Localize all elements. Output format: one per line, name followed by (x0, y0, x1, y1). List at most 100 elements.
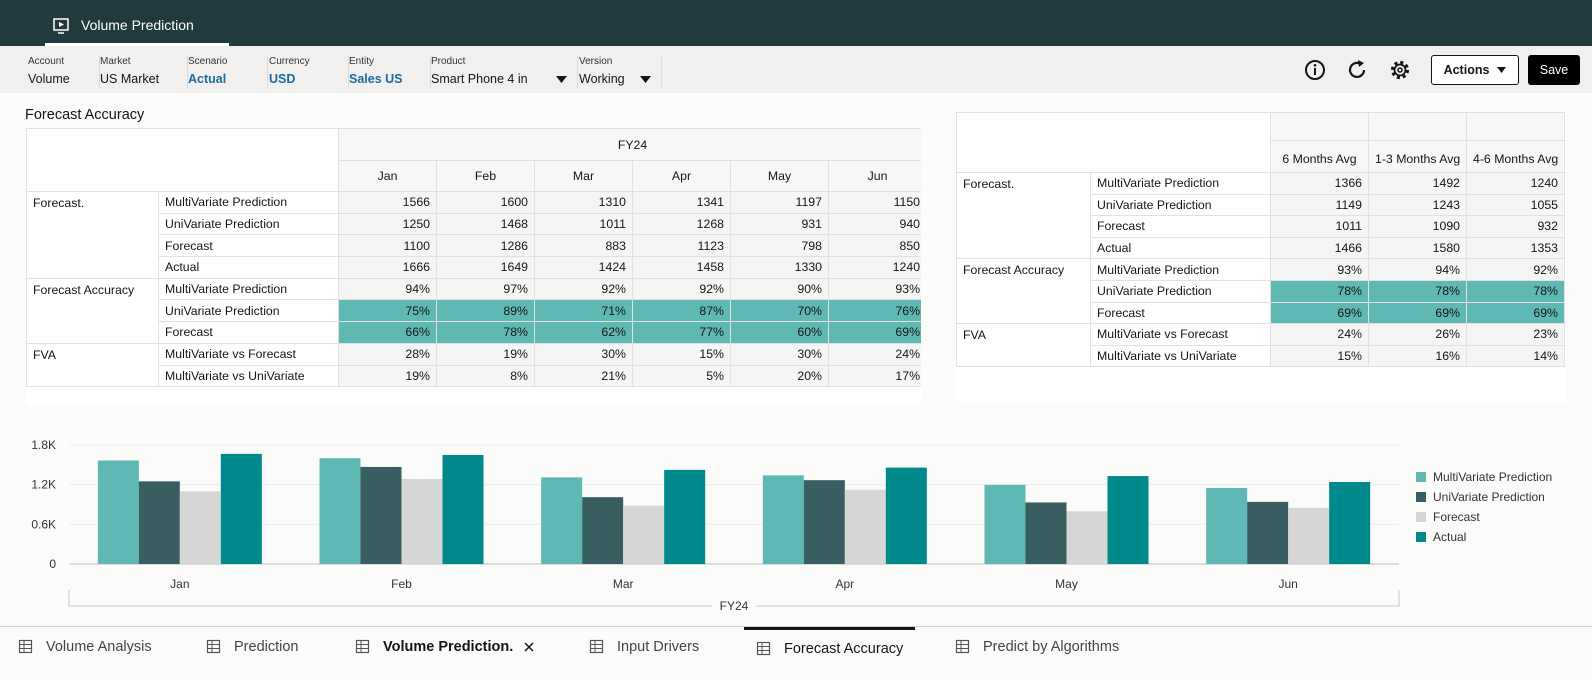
data-cell: 93% (1270, 258, 1369, 281)
pov-item[interactable]: Market US Market (100, 56, 188, 88)
x-tick-label: Jan (170, 577, 189, 591)
x-tick-label: Feb (391, 577, 412, 591)
group-label: Forecast. (26, 191, 159, 279)
data-row: Forecast Accuracy MultiVariate Prediction… (956, 258, 1565, 325)
pov-item[interactable]: Product Smart Phone 4 in (431, 56, 578, 88)
info-icon[interactable] (1304, 59, 1326, 81)
data-row: FVA MultiVariate vs Forecast 24% 26% 23% (956, 323, 1565, 368)
x-tick-label: Apr (835, 577, 854, 591)
pov-item[interactable]: Entity Sales US (349, 56, 431, 88)
pov-item[interactable]: Account Volume (28, 56, 100, 88)
bar (319, 458, 361, 564)
data-cell: 1468 (436, 212, 535, 236)
pov-label: Currency (269, 56, 310, 67)
y-tick-label: 0.6K (31, 517, 56, 531)
bottom-tab[interactable]: Input Drivers (589, 627, 699, 667)
tab-label: Volume Analysis (46, 639, 152, 655)
legend-label: UniVariate Prediction (1433, 490, 1545, 504)
data-cell: 1286 (436, 234, 535, 258)
pov-item[interactable]: Version Working (579, 56, 662, 88)
group-label: FVA (956, 323, 1091, 368)
data-row: Forecast. MultiVariate Prediction 1566 1600… (26, 191, 921, 279)
data-cell: 1150 (827, 191, 921, 214)
data-cell: 1149 (1270, 193, 1369, 217)
bar (360, 466, 402, 564)
data-row: Actual 1666 1649 1424 1458 1330 1240 (27, 256, 921, 279)
data-grid: FY24 Jan Feb Mar Apr May Jun Forecast. MultiVari… (26, 128, 921, 405)
data-cell: 17% (827, 364, 921, 388)
data-cell: 21% (534, 364, 633, 388)
pov-value: Sales US (349, 72, 403, 86)
data-cell: 1055 (1466, 193, 1565, 217)
bar (664, 469, 706, 564)
blank-header (1270, 112, 1369, 141)
pov-bar: Account Volume Market US Market Scenario Ac… (0, 46, 1592, 93)
bottom-tab[interactable]: Predict by Algorithms (955, 627, 1119, 667)
corner-cell (956, 112, 1271, 173)
bottom-tab[interactable]: Volume Analysis (18, 627, 152, 667)
app-title: Volume Prediction (81, 16, 194, 33)
bar (1288, 507, 1330, 564)
row-label: Forecast (1090, 301, 1271, 325)
data-cell: 24% (1270, 323, 1369, 346)
bar (1329, 482, 1371, 564)
row-label: MultiVariate Prediction (1090, 172, 1271, 195)
close-icon[interactable] (513, 642, 535, 652)
dropdown-arrow (556, 76, 567, 83)
actions-button[interactable]: Actions (1431, 55, 1519, 85)
data-cell: 19% (338, 364, 437, 388)
data-cell: 1353 (1466, 236, 1565, 260)
grid-table: 6 Months Avg 1-3 Months Avg 4-6 Months Avg… (956, 112, 1565, 368)
data-cell: 1458 (632, 256, 731, 279)
data-cell: 92% (1466, 258, 1565, 281)
pov-label: Product (431, 56, 466, 67)
row-label: MultiVariate Prediction (158, 277, 339, 301)
bottom-tab[interactable]: Volume Prediction. (355, 627, 547, 667)
pov-item[interactable]: Currency USD (269, 56, 349, 88)
settings-icon[interactable] (1389, 59, 1411, 81)
dropdown-arrow (1497, 67, 1507, 73)
data-cell: 932 (1466, 215, 1565, 238)
grid-body: Forecast. MultiVariate Prediction 1366 1492… (956, 171, 1565, 368)
save-button[interactable]: Save (1528, 55, 1580, 85)
data-cell: 1649 (436, 256, 535, 279)
x-group-bg (712, 598, 756, 614)
bar (1247, 501, 1289, 564)
data-cell: 77% (632, 321, 731, 344)
bottom-tab[interactable]: Prediction (206, 627, 298, 667)
blank-header (1368, 112, 1467, 141)
y-tick-label: 1.8K (31, 438, 56, 452)
row-label: UniVariate Prediction (1090, 193, 1271, 217)
data-cell: 94% (1368, 258, 1467, 281)
column-header: 1-3 Months Avg (1368, 140, 1467, 173)
data-cell: 15% (632, 342, 731, 366)
group-label: Forecast Accuracy (956, 258, 1091, 325)
bar (1206, 487, 1248, 564)
row-label: UniVariate Prediction (158, 299, 339, 323)
data-cell: 30% (730, 342, 829, 366)
tab-bar: Volume Analysis Prediction Volume Predicti… (0, 626, 1592, 680)
pov-value: Working (579, 72, 625, 86)
data-row: Forecast. MultiVariate Prediction 1366 1492… (956, 171, 1565, 260)
data-cell: 1466 (1270, 236, 1369, 260)
data-cell: 78% (1368, 279, 1467, 303)
bottom-tab[interactable]: Forecast Accuracy (744, 627, 916, 667)
header-row: 6 Months Avg 1-3 Months Avg 4-6 Months Avg (957, 140, 1565, 173)
bar (1066, 511, 1108, 564)
row-label: MultiVariate Prediction (158, 191, 339, 214)
bar (541, 477, 583, 564)
tab-icon (355, 639, 370, 654)
bar (138, 481, 180, 564)
tab-label: Volume Prediction. (383, 639, 514, 655)
data-cell: 931 (730, 212, 829, 236)
legend-swatch (1416, 492, 1426, 502)
pov-item[interactable]: Scenario Actual (188, 56, 268, 88)
refresh-icon[interactable] (1346, 59, 1368, 81)
data-row: UniVariate Prediction 1250 1468 1011 1268 931… (27, 212, 921, 236)
data-cell: 78% (1466, 279, 1565, 303)
data-cell: 89% (436, 299, 535, 323)
data-cell: 78% (436, 321, 535, 344)
tab-icon (18, 639, 33, 654)
corner-cell (26, 128, 339, 192)
app-tab[interactable]: Volume Prediction (45, 6, 229, 46)
